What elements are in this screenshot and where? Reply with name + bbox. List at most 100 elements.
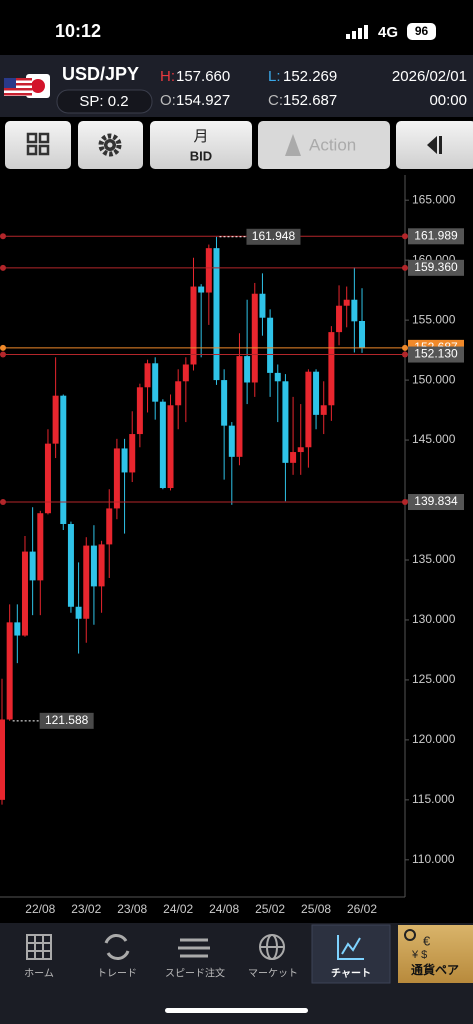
level-label: 139.834 [414,494,458,508]
candle-body [244,356,251,383]
nav-bar [0,923,473,1024]
level-dot [402,344,408,351]
x-tick-label: 22/08 [25,902,55,916]
candle-body [190,286,197,365]
flag-icon [4,74,50,98]
candle-body [129,434,136,473]
candle-body [167,405,174,489]
close-label: C: [268,92,283,109]
chart-area [0,175,473,923]
side: BID [190,148,212,163]
candle-body [297,447,304,453]
level-label-box [408,228,464,245]
level-label-box [408,259,464,276]
candle-body [328,332,335,406]
candle-body [221,380,228,426]
candle-body [29,551,36,581]
nav-item[interactable]: マーケット [248,968,298,980]
nav-item[interactable]: スピード注文 [165,967,225,980]
candle-body [90,545,97,587]
candle-body [305,371,312,448]
x-tick-label: 25/02 [255,902,285,916]
candle-body [267,317,274,373]
candle-body [83,545,90,619]
candle-body [60,395,67,525]
battery-level: 96 [415,24,429,38]
level-label-box [408,494,464,511]
level-dot [0,351,6,358]
period-button[interactable]: 月 BID [150,121,252,169]
spread-box [56,89,153,114]
candle-body [152,363,159,402]
signal-icon [346,25,368,39]
chart: 110.000 115.000 120.000 125.000 130.000 135.0… [0,192,464,916]
candle-body [144,363,151,388]
nav-item[interactable]: チャート [331,968,371,980]
action: Action [309,135,356,154]
high-label: H: [160,68,175,85]
candle-body [14,622,21,636]
annotation-box [39,712,94,729]
x-tick-label: 26/02 [347,902,377,916]
nav-item[interactable]: 通貨ペア [411,962,459,977]
y-tick-label: 165.000 [412,192,456,206]
level-dot [402,233,408,240]
level-label: 161.989 [414,228,458,242]
x-tick-label: 23/02 [71,902,101,916]
candle-body [121,448,128,473]
plot [0,235,405,805]
candle-body [282,381,289,463]
candle-body [213,248,220,381]
candle-body [52,395,59,444]
level-dot [0,344,6,351]
y-tick-label: 135.000 [412,552,456,566]
candle-body [359,320,366,348]
y-tick-label: 155.000 [412,312,456,326]
yen-icon: ¥ $ [411,949,427,961]
annotation-label: 121.588 [45,713,89,727]
candle-body [313,371,320,415]
x-tick-label: 25/08 [301,902,331,916]
close-value: 152.687 [283,92,337,109]
y-tick-label: 130.000 [412,612,456,626]
status-bar [0,0,473,55]
time: 00:00 [429,92,467,109]
open-value: 154.927 [176,92,230,109]
level-label: 159.360 [414,260,458,274]
candle-body [21,551,28,636]
candle-body [198,286,205,293]
x-tick-label: 24/08 [209,902,239,916]
clock: 10:12 [55,21,101,41]
nav-icons [26,929,416,960]
candle-body [205,248,212,293]
level-dot [402,499,408,506]
nav-pair-bg [398,925,473,983]
nav-item[interactable]: トレード [97,969,137,980]
x-tick-label: 23/08 [117,902,147,916]
network: 4G [378,24,398,41]
settings-button[interactable] [78,121,143,169]
candle-body [290,452,297,463]
symbol[interactable]: USD/JPY [62,64,139,84]
candle-body [44,443,51,514]
y-tick-label: 145.000 [412,432,456,446]
candle-body [159,401,166,489]
level-dot [402,351,408,358]
nav-item[interactable]: ホーム [24,968,54,980]
y-tick-label: 115.000 [412,792,455,806]
low-label: L: [268,68,281,85]
candle-body [175,381,182,406]
euro-icon: € [423,933,431,948]
high-value: 157.660 [176,68,230,85]
collapse-button[interactable] [396,121,473,169]
candle-body [6,622,13,720]
action-button[interactable]: Action [258,121,390,169]
period: 月 [193,128,208,145]
nav-active [311,924,391,984]
level-dot [402,264,408,271]
layout-button[interactable] [5,121,71,169]
annotation-label: 161.948 [252,229,296,243]
candle-body [98,544,105,587]
